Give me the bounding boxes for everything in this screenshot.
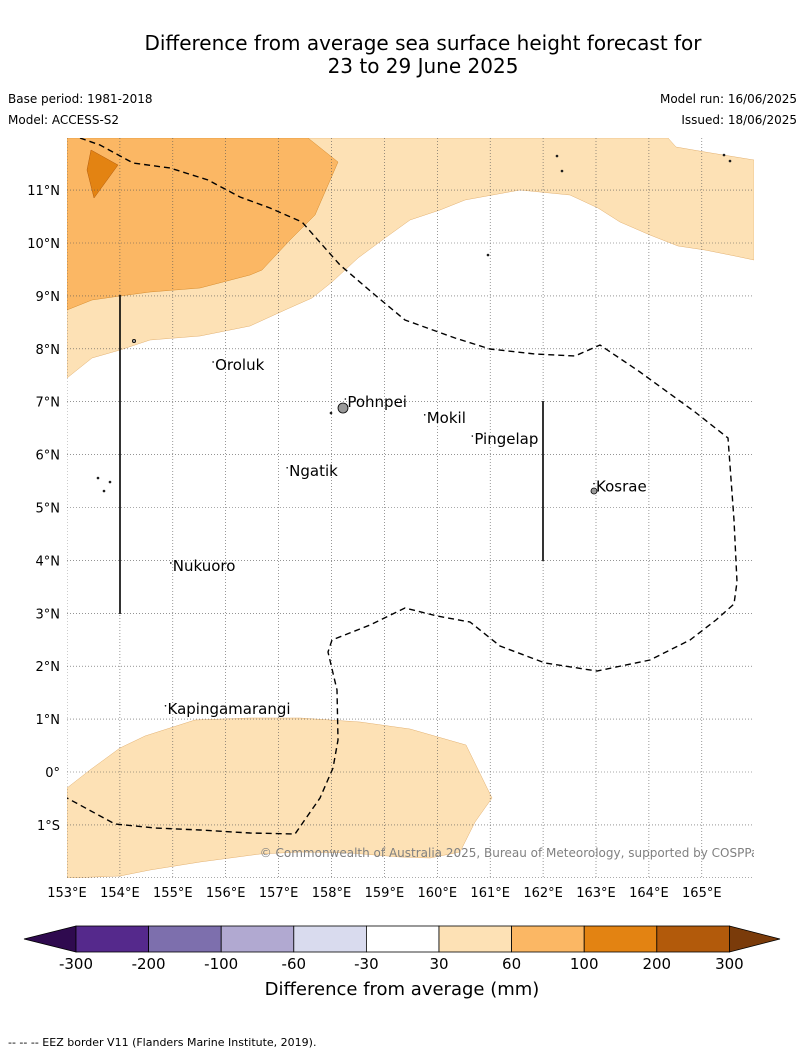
latitude-tick-label: 1°N xyxy=(36,713,61,728)
latitude-tick-label: 1°S xyxy=(37,819,60,834)
latitude-tick-label: 2°N xyxy=(36,660,61,675)
colorbar-segment xyxy=(438,925,512,953)
longitude-tick-label: 163°E xyxy=(576,886,616,901)
colorbar-tick-label: -300 xyxy=(59,955,93,973)
place-marker xyxy=(164,705,167,707)
place-label: Kapingamarangi xyxy=(168,700,291,718)
title-line-1: Difference from average sea surface heig… xyxy=(144,31,702,55)
place-label: Kosrae xyxy=(596,478,647,496)
small-islet-icon xyxy=(555,154,559,158)
latitude-tick-label: 8°N xyxy=(36,343,61,358)
small-islet-icon xyxy=(722,153,726,157)
colorbar-segment xyxy=(75,925,149,953)
kosrae-island-icon xyxy=(590,487,598,495)
colorbar-tick-label: 200 xyxy=(642,955,671,973)
colorbar-segment xyxy=(220,925,295,953)
place-marker xyxy=(344,398,347,400)
eez-footnote: -- -- -- EEZ border V11 (Flanders Marine… xyxy=(8,1036,317,1049)
issued-date: Issued: 18/06/2025 xyxy=(681,113,797,127)
colorbar-segment xyxy=(293,925,367,953)
place-marker xyxy=(170,562,172,564)
latitude-tick-label: 0° xyxy=(45,766,60,781)
base-period: Base period: 1981-2018 xyxy=(8,92,153,106)
place-label: Ngatik xyxy=(289,462,338,480)
eez-border xyxy=(67,138,738,835)
map-frame: Oroluk Pohnpei Mokil Ngatik Pingelap Kosrae Nu… xyxy=(67,138,765,878)
latitude-labels: 11°N 10°N 9°N 8°N 7°N 6°N 5°N 4°N 3°N 2°N 1°N 0° 1°S xyxy=(27,184,60,834)
longitude-tick-label: 161°E xyxy=(470,886,510,901)
place-marker xyxy=(212,361,214,363)
anomaly-30-60-south-region xyxy=(67,717,493,878)
place-label: Pohnpei xyxy=(347,393,407,411)
longitude-tick-label: 159°E xyxy=(365,886,405,901)
longitude-labels: 153°E 154°E 155°E 156°E 157°E 158°E 159°E 160°E… xyxy=(47,886,721,901)
small-islet-icon xyxy=(560,169,564,173)
latitude-tick-label: 6°N xyxy=(36,449,61,464)
latitude-tick-label: 11°N xyxy=(27,184,60,199)
place-marker xyxy=(471,435,474,437)
model-run: Model run: 16/06/2025 xyxy=(659,92,797,106)
colorbar-tick-label: -100 xyxy=(204,955,238,973)
place-label: Mokil xyxy=(427,409,466,427)
colorbar-segment xyxy=(583,925,658,953)
island-shapes xyxy=(96,153,732,495)
colorbar-segment xyxy=(656,925,730,953)
place-label: Oroluk xyxy=(215,356,264,374)
colorbar-tick-label: 60 xyxy=(502,955,521,973)
anomaly-100-200-region xyxy=(86,149,119,199)
place-labels: Oroluk Pohnpei Mokil Ngatik Pingelap Kosrae Nu… xyxy=(164,356,647,718)
longitude-tick-label: 164°E xyxy=(629,886,669,901)
place-marker xyxy=(286,466,288,469)
colorbar-segment xyxy=(148,925,222,953)
longitude-tick-label: 165°E xyxy=(682,886,722,901)
small-islet-icon xyxy=(131,338,136,343)
small-islet-icon xyxy=(96,476,100,480)
colorbar-tick-label: 100 xyxy=(570,955,599,973)
colorbar: -300 -200 -100 -60 -30 30 60 100 200 300 Differenc… xyxy=(23,925,781,1000)
title-line-2: 23 to 29 June 2025 xyxy=(327,54,519,78)
place-label: Nukuoro xyxy=(173,557,236,575)
longitude-tick-label: 155°E xyxy=(153,886,193,901)
place-marker xyxy=(423,414,426,416)
colorbar-tick-label: -60 xyxy=(282,955,307,973)
colorbar-tick-label: -200 xyxy=(132,955,166,973)
longitude-tick-label: 158°E xyxy=(312,886,352,901)
longitude-tick-label: 153°E xyxy=(47,886,87,901)
small-islet-icon xyxy=(329,411,333,415)
colorbar-tick-label: 30 xyxy=(429,955,448,973)
colorbar-segment xyxy=(511,925,585,953)
small-islet-icon xyxy=(486,253,490,257)
longitude-tick-label: 154°E xyxy=(100,886,140,901)
latitude-tick-label: 9°N xyxy=(36,290,61,305)
latitude-tick-label: 5°N xyxy=(36,502,61,517)
map-title: Difference from average sea surface heig… xyxy=(0,32,804,78)
place-marker xyxy=(593,482,595,485)
colorbar-label: Difference from average (mm) xyxy=(265,979,540,1000)
small-islet-icon xyxy=(728,159,732,163)
longitude-tick-label: 162°E xyxy=(523,886,563,901)
colorbar-segment xyxy=(365,925,440,953)
colorbar-tick-label: -30 xyxy=(354,955,379,973)
latitude-tick-label: 3°N xyxy=(36,607,61,622)
colorbar-over-arrow xyxy=(729,925,781,953)
colorbar-tick-label: 300 xyxy=(715,955,744,973)
latitude-tick-label: 10°N xyxy=(27,237,60,252)
pohnpei-island-icon xyxy=(337,402,349,414)
longitude-tick-label: 160°E xyxy=(418,886,458,901)
longitude-tick-label: 156°E xyxy=(206,886,246,901)
colorbar-under-arrow xyxy=(23,925,77,953)
small-islet-icon xyxy=(102,489,106,493)
latitude-tick-label: 4°N xyxy=(36,554,61,569)
place-label: Pingelap xyxy=(474,430,538,448)
copyright-notice: © Commonwealth of Australia 2025, Bureau… xyxy=(260,846,765,860)
graticule xyxy=(67,138,754,878)
latitude-tick-label: 7°N xyxy=(36,396,61,411)
small-islet-icon xyxy=(108,480,112,484)
model-name: Model: ACCESS-S2 xyxy=(8,113,120,127)
anomaly-60-100-region xyxy=(67,138,339,311)
longitude-tick-label: 157°E xyxy=(259,886,299,901)
